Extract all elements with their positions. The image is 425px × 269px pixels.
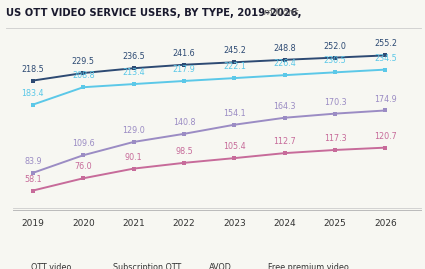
Text: 98.5: 98.5 [175,147,193,156]
Text: 140.8: 140.8 [173,118,195,127]
Legend: OTT video
service users, Subscription OTT
video viewers, AVOD
viewers, Free prem: OTT video service users, Subscription OT… [13,263,349,269]
Text: 120.7: 120.7 [374,132,397,141]
Text: 174.9: 174.9 [374,94,397,104]
Text: 213.4: 213.4 [122,68,145,77]
Text: 218.5: 218.5 [22,65,44,74]
Text: 129.0: 129.0 [122,126,145,135]
Text: 226.4: 226.4 [273,59,296,68]
Text: 76.0: 76.0 [74,162,92,171]
Text: 252.0: 252.0 [324,42,346,51]
Text: 234.5: 234.5 [374,54,397,63]
Text: 248.8: 248.8 [273,44,296,53]
Text: 170.3: 170.3 [324,98,346,107]
Text: 230.5: 230.5 [324,56,346,65]
Text: US OTT VIDEO SERVICE USERS, BY TYPE, 2019–2026,: US OTT VIDEO SERVICE USERS, BY TYPE, 201… [6,8,302,18]
Text: 241.6: 241.6 [173,49,196,58]
Text: 222.1: 222.1 [223,62,246,71]
Text: 255.2: 255.2 [374,40,397,48]
Text: 105.4: 105.4 [223,142,246,151]
Text: 217.9: 217.9 [173,65,196,74]
Text: millions: millions [261,8,298,17]
Text: 112.7: 112.7 [273,137,296,146]
Text: 154.1: 154.1 [223,109,246,118]
Text: 236.5: 236.5 [122,52,145,61]
Text: 183.4: 183.4 [22,89,44,98]
Text: 245.2: 245.2 [223,46,246,55]
Text: 109.6: 109.6 [72,139,95,148]
Text: 164.3: 164.3 [274,102,296,111]
Text: 58.1: 58.1 [24,175,42,184]
Text: 83.9: 83.9 [24,157,42,166]
Text: 90.1: 90.1 [125,153,142,162]
Text: 208.8: 208.8 [72,71,95,80]
Text: 117.3: 117.3 [324,134,346,143]
Text: 229.5: 229.5 [72,57,95,66]
